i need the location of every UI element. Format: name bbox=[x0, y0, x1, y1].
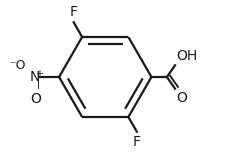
Text: ⁻O: ⁻O bbox=[9, 59, 26, 72]
Text: O: O bbox=[177, 91, 187, 105]
Text: F: F bbox=[133, 135, 141, 149]
Text: +: + bbox=[35, 69, 43, 79]
Text: OH: OH bbox=[177, 49, 198, 63]
Text: N: N bbox=[30, 70, 40, 84]
Text: F: F bbox=[70, 5, 78, 19]
Text: O: O bbox=[30, 92, 41, 106]
